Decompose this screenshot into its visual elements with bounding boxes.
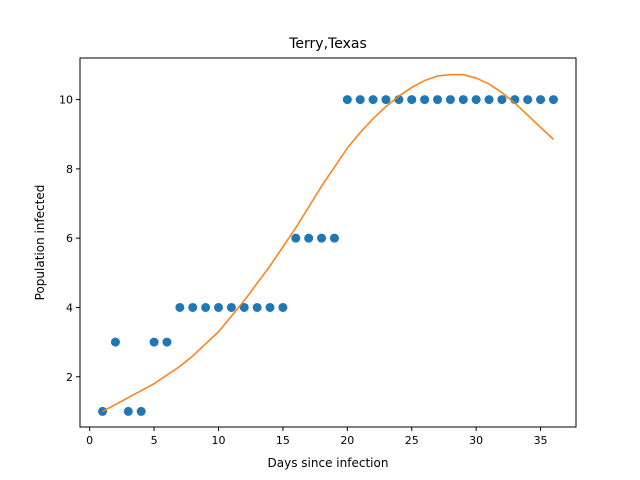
- data-point: [201, 302, 211, 312]
- data-point: [407, 95, 417, 105]
- data-point: [110, 337, 120, 347]
- data-point: [304, 233, 314, 243]
- y-tick-label: 4: [66, 301, 73, 314]
- data-point: [329, 233, 339, 243]
- data-point: [548, 95, 558, 105]
- data-point: [471, 95, 481, 105]
- data-point: [136, 406, 146, 416]
- data-point: [317, 233, 327, 243]
- data-point: [445, 95, 455, 105]
- chart-title: Terry,Texas: [288, 36, 367, 52]
- y-tick-label: 6: [66, 232, 73, 245]
- x-tick-label: 5: [151, 434, 158, 447]
- x-tick-label: 30: [469, 434, 483, 447]
- plot-area: [98, 73, 558, 416]
- data-point: [381, 95, 391, 105]
- y-tick-label: 10: [59, 94, 73, 107]
- ticks: 0 5 10 15 20 25 30 35 2 4 6 8 10: [59, 94, 548, 447]
- fit-curve-line: [102, 73, 554, 413]
- data-point: [458, 95, 468, 105]
- x-tick-label: 15: [276, 434, 290, 447]
- data-point: [252, 302, 262, 312]
- x-axis-label: Days since infection: [268, 456, 389, 470]
- data-point: [175, 302, 185, 312]
- data-point: [213, 302, 223, 312]
- data-point: [368, 95, 378, 105]
- data-point: [188, 302, 198, 312]
- data-point: [420, 95, 430, 105]
- data-point: [226, 302, 236, 312]
- data-point: [484, 95, 494, 105]
- data-point: [291, 233, 301, 243]
- data-point: [433, 95, 443, 105]
- y-tick-label: 2: [66, 371, 73, 384]
- data-point: [149, 337, 159, 347]
- data-point: [523, 95, 533, 105]
- data-point: [162, 337, 172, 347]
- data-point: [265, 302, 275, 312]
- y-axis-label: Population infected: [33, 185, 47, 301]
- data-point: [497, 95, 507, 105]
- x-tick-label: 35: [534, 434, 548, 447]
- data-point: [278, 302, 288, 312]
- data-point: [536, 95, 546, 105]
- x-tick-label: 0: [86, 434, 93, 447]
- data-point: [123, 406, 133, 416]
- x-tick-label: 20: [340, 434, 354, 447]
- x-tick-label: 10: [211, 434, 225, 447]
- data-point: [355, 95, 365, 105]
- data-point: [239, 302, 249, 312]
- data-point: [342, 95, 352, 105]
- axes-frame: [79, 57, 577, 428]
- x-tick-label: 25: [405, 434, 419, 447]
- y-tick-label: 8: [66, 163, 73, 176]
